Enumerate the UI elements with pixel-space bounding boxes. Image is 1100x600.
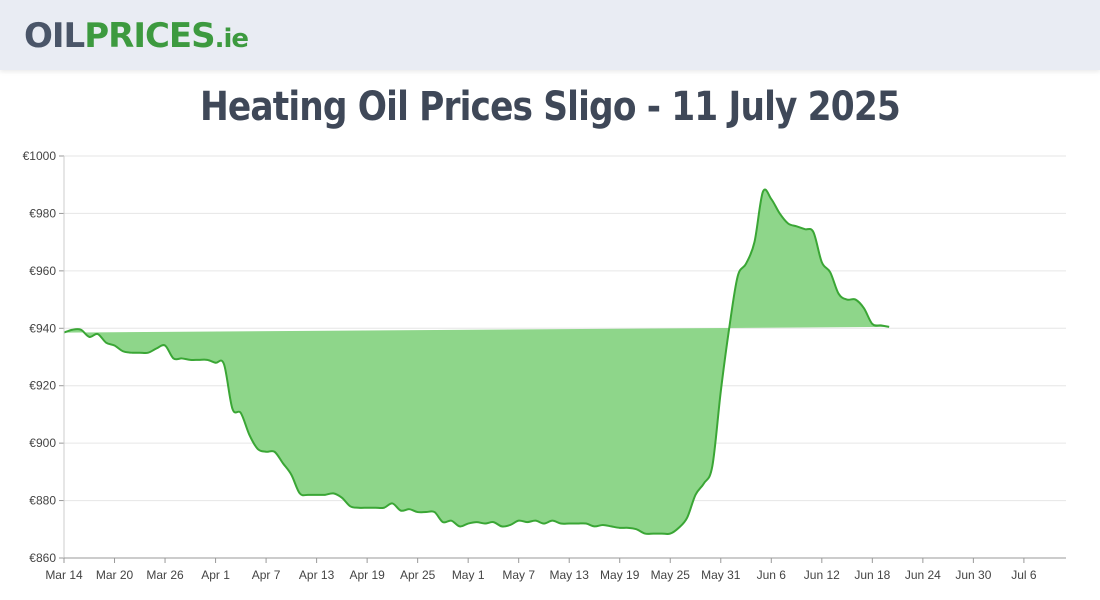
- x-tick-label: Jun 18: [854, 568, 890, 582]
- x-tick-label: May 1: [452, 568, 485, 582]
- x-tick-label: May 19: [600, 568, 640, 582]
- x-tick-label: Jun 6: [757, 568, 787, 582]
- x-tick-label: May 13: [550, 568, 590, 582]
- y-tick-label: €900: [29, 436, 56, 450]
- x-tick-label: May 31: [701, 568, 741, 582]
- x-tick-label: Jun 12: [804, 568, 840, 582]
- y-tick-label: €960: [29, 264, 56, 278]
- x-tick-label: Apr 1: [201, 568, 230, 582]
- y-tick-label: €1000: [23, 149, 57, 163]
- site-header: OILPRICES.ie: [0, 0, 1100, 70]
- price-area-fill: [64, 189, 890, 535]
- x-tick-label: Jun 30: [955, 568, 991, 582]
- y-tick-label: €880: [29, 494, 56, 508]
- price-line: [63, 188, 890, 536]
- x-tick-label: Apr 7: [252, 568, 281, 582]
- price-chart: €860 €880 €900 €920 €940 €960 €980 €1000 Mar 14…: [23, 149, 1066, 582]
- x-tick-label: Jun 24: [905, 568, 941, 582]
- x-tick-label: May 25: [651, 568, 691, 582]
- y-tick-label: €860: [29, 551, 56, 565]
- x-tick-label: May 7: [502, 568, 535, 582]
- x-tick-label: Apr 19: [349, 568, 385, 582]
- x-axis-ticks: Mar 14 Mar 20 Mar 26 Apr 1 Apr 7 Apr 13 Apr 19…: [45, 558, 1037, 582]
- page-title: Heating Oil Prices Sligo - 11 July 2025: [200, 84, 901, 130]
- x-tick-label: Apr 25: [400, 568, 436, 582]
- x-tick-label: Mar 14: [45, 568, 83, 582]
- x-tick-label: Mar 26: [146, 568, 184, 582]
- x-tick-label: Apr 13: [299, 568, 335, 582]
- y-tick-label: €940: [29, 321, 56, 335]
- y-axis-ticks: €860 €880 €900 €920 €940 €960 €980 €1000: [23, 149, 64, 565]
- y-tick-label: €920: [29, 379, 56, 393]
- x-tick-label: Jul 6: [1011, 568, 1037, 582]
- site-logo[interactable]: OILPRICES.ie: [24, 16, 249, 56]
- x-tick-label: Mar 20: [96, 568, 134, 582]
- y-tick-label: €980: [29, 206, 56, 220]
